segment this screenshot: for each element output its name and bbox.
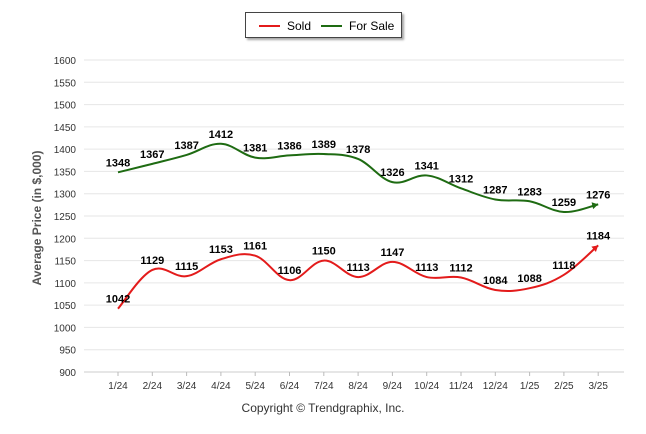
legend-swatch-sold <box>259 24 280 27</box>
y-tick-label: 1100 <box>54 279 76 290</box>
x-tick-label: 4/24 <box>211 381 231 392</box>
data-label: 1088 <box>517 273 541 285</box>
data-label: 1276 <box>586 189 610 201</box>
data-label: 1341 <box>414 160 438 172</box>
x-tick-label: 3/24 <box>177 381 197 392</box>
y-tick-label: 900 <box>59 368 76 379</box>
y-tick-label: 1200 <box>54 234 77 245</box>
y-tick-label: 1000 <box>54 323 77 334</box>
y-tick-label: 1250 <box>54 212 77 223</box>
series-line-1 <box>117 142 599 213</box>
x-tick-label: 2/25 <box>554 381 574 392</box>
x-tick-label: 5/24 <box>245 381 265 392</box>
x-tick-label: 2/24 <box>143 381 163 392</box>
x-tick-label: 7/24 <box>314 381 334 392</box>
data-label: 1112 <box>449 263 472 275</box>
data-label: 1084 <box>483 275 508 287</box>
y-tick-label: 1550 <box>54 78 77 89</box>
data-label: 1118 <box>552 260 575 272</box>
series-line-0 <box>117 244 599 310</box>
y-tick-label: 1400 <box>54 145 77 156</box>
y-tick-label: 1600 <box>54 56 77 67</box>
x-tick-label: 9/24 <box>383 381 403 392</box>
data-label: 1153 <box>209 244 233 256</box>
data-label: 1184 <box>586 230 611 242</box>
y-tick-label: 950 <box>59 346 76 357</box>
data-label: 1389 <box>312 139 336 151</box>
data-label: 1259 <box>552 197 576 209</box>
data-label: 1312 <box>449 173 473 185</box>
y-tick-label: 1500 <box>54 101 77 112</box>
y-tick-label: 1350 <box>54 167 77 178</box>
x-tick-label: 1/25 <box>520 381 540 392</box>
data-label: 1150 <box>312 246 336 258</box>
x-tick-label: 6/24 <box>280 381 300 392</box>
data-label: 1348 <box>106 157 130 169</box>
y-tick-label: 1450 <box>54 123 77 134</box>
data-label: 1386 <box>277 140 301 152</box>
data-label: 1412 <box>209 129 233 141</box>
x-tick-label: 8/24 <box>348 381 368 392</box>
data-label: 1378 <box>346 144 370 156</box>
data-label: 1042 <box>106 294 130 306</box>
legend-swatch-for-sale <box>321 24 342 27</box>
y-tick-label: 1300 <box>54 190 77 201</box>
data-label: 1381 <box>243 143 267 155</box>
data-label: 1113 <box>415 262 438 274</box>
copyright-text: Copyright © Trendgraphix, Inc. <box>241 401 405 415</box>
gridlines <box>84 59 624 373</box>
legend: Sold For Sale <box>245 12 402 38</box>
x-tick-label: 3/25 <box>588 381 608 392</box>
legend-item-sold[interactable]: Sold <box>259 19 311 33</box>
data-label: 1326 <box>380 167 404 179</box>
y-axis-ticks: 900 950 1000 1050 1100 1150 1200 1250 1300 1350 14… <box>54 56 77 379</box>
data-label: 1367 <box>140 149 164 161</box>
data-label: 1147 <box>380 247 404 259</box>
series-lines <box>117 142 599 310</box>
legend-item-for-sale[interactable]: For Sale <box>321 19 394 33</box>
data-label: 1283 <box>517 186 541 198</box>
legend-label-sold: Sold <box>287 19 312 33</box>
x-tick-label: 10/24 <box>414 381 439 392</box>
y-axis-label: Average Price (in $,000) <box>30 150 44 286</box>
data-label: 1106 <box>278 265 302 277</box>
data-labels: 1042 1129 1115 1153 1161 1106 1150 1113 1147 1113… <box>106 129 611 306</box>
data-label: 1387 <box>174 140 198 152</box>
series-end-marker <box>591 245 599 252</box>
x-tick-label: 1/24 <box>108 381 128 392</box>
legend-label-for-sale: For Sale <box>349 19 395 33</box>
y-tick-label: 1150 <box>54 257 76 268</box>
x-tick-label: 12/24 <box>483 381 508 392</box>
data-label: 1161 <box>243 241 267 253</box>
data-label: 1113 <box>346 262 369 274</box>
data-label: 1129 <box>140 255 164 267</box>
data-label: 1287 <box>483 185 507 197</box>
data-label: 1115 <box>175 261 198 273</box>
x-tick-label: 11/24 <box>449 381 474 392</box>
x-axis-ticks: 1/24 2/24 3/24 4/24 5/24 6/24 7/24 8/24 9/24 10/2… <box>108 372 608 392</box>
y-tick-label: 1050 <box>54 301 77 312</box>
series-end-marker <box>591 202 599 210</box>
